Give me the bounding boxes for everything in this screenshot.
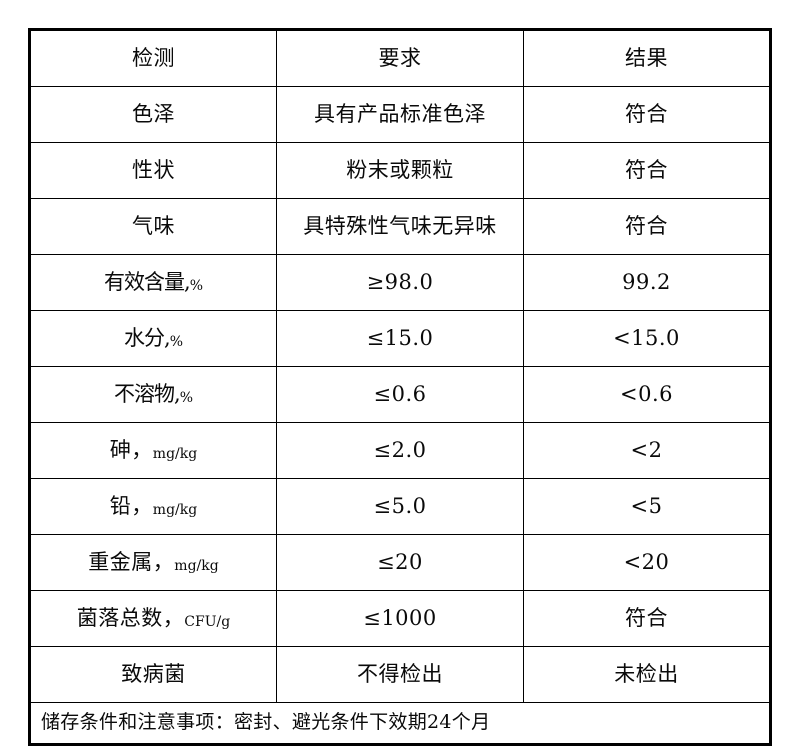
- cell-result: 符合: [523, 198, 771, 255]
- item-unit: CFU/g: [184, 614, 231, 631]
- cell-requirement: ≤0.6: [276, 366, 524, 423]
- cell-item: 水分,%: [29, 310, 277, 367]
- item-label: 性状: [132, 158, 175, 183]
- item-label: 不溶物,: [114, 382, 181, 407]
- item-unit: mg/kg: [152, 502, 198, 519]
- table-row: 性状 粉末或颗粒 符合: [29, 142, 771, 199]
- table-row: 砷，mg/kg ≤2.0 <2: [29, 422, 771, 479]
- header-cell-result: 结果: [523, 29, 771, 87]
- table-row: 水分,% ≤15.0 <15.0: [29, 310, 771, 367]
- cell-result: 符合: [523, 590, 771, 647]
- table-row: 不溶物,% ≤0.6 <0.6: [29, 366, 771, 423]
- cell-requirement: ≤5.0: [276, 478, 524, 535]
- cell-result: 未检出: [523, 646, 771, 703]
- item-label: 水分,: [124, 326, 171, 351]
- specification-table: 检测 要求 结果 色泽 具有产品标准色泽 符合 性状 粉末或颗粒 符合 气味 具…: [28, 28, 772, 746]
- item-unit: %: [179, 390, 193, 407]
- cell-requirement: 具有产品标准色泽: [276, 86, 524, 143]
- item-unit: %: [189, 278, 203, 295]
- cell-item: 重金属，mg/kg: [29, 534, 277, 591]
- table-row: 色泽 具有产品标准色泽 符合: [29, 86, 771, 143]
- cell-item: 砷，mg/kg: [29, 422, 277, 479]
- cell-requirement: 不得检出: [276, 646, 524, 703]
- cell-result: <15.0: [523, 310, 771, 367]
- cell-item: 性状: [29, 142, 277, 199]
- cell-result: 符合: [523, 86, 771, 143]
- table-row: 有效含量,% ≥98.0 99.2: [29, 254, 771, 311]
- item-label: 重金属，: [88, 550, 175, 575]
- cell-item: 不溶物,%: [29, 366, 277, 423]
- item-label: 砷，: [109, 438, 153, 463]
- table-footer-row: 储存条件和注意事项：密封、避光条件下效期24个月: [29, 702, 771, 745]
- cell-result: <0.6: [523, 366, 771, 423]
- item-label: 铅，: [109, 494, 153, 519]
- item-unit: mg/kg: [152, 446, 198, 463]
- item-label: 有效含量,: [104, 270, 191, 295]
- storage-conditions-note: 储存条件和注意事项：密封、避光条件下效期24个月: [29, 702, 771, 745]
- item-label: 气味: [132, 214, 175, 239]
- table-row: 菌落总数，CFU/g ≤1000 符合: [29, 590, 771, 647]
- table-body: 检测 要求 结果 色泽 具有产品标准色泽 符合 性状 粉末或颗粒 符合 气味 具…: [29, 29, 771, 745]
- cell-item: 致病菌: [29, 646, 277, 703]
- item-label: 菌落总数，: [76, 606, 185, 631]
- cell-item: 气味: [29, 198, 277, 255]
- table-row: 气味 具特殊性气味无异味 符合: [29, 198, 771, 255]
- cell-requirement: ≤20: [276, 534, 524, 591]
- cell-requirement: ≤15.0: [276, 310, 524, 367]
- cell-result: 符合: [523, 142, 771, 199]
- cell-item: 有效含量,%: [29, 254, 277, 311]
- item-unit: mg/kg: [174, 558, 219, 575]
- cell-result: <20: [523, 534, 771, 591]
- cell-item: 铅，mg/kg: [29, 478, 277, 535]
- cell-requirement: ≤1000: [276, 590, 524, 647]
- cell-requirement: ≤2.0: [276, 422, 524, 479]
- item-unit: %: [169, 334, 183, 351]
- item-label: 致病菌: [121, 662, 186, 687]
- cell-item: 色泽: [29, 86, 277, 143]
- table-row: 铅，mg/kg ≤5.0 <5: [29, 478, 771, 535]
- table-row: 重金属，mg/kg ≤20 <20: [29, 534, 771, 591]
- table-header-row: 检测 要求 结果: [29, 29, 771, 87]
- item-label: 色泽: [132, 102, 175, 127]
- cell-result: <5: [523, 478, 771, 535]
- cell-result: <2: [523, 422, 771, 479]
- cell-result: 99.2: [523, 254, 771, 311]
- header-cell-requirement: 要求: [276, 29, 524, 87]
- cell-requirement: 粉末或颗粒: [276, 142, 524, 199]
- cell-requirement: ≥98.0: [276, 254, 524, 311]
- cell-item: 菌落总数，CFU/g: [29, 590, 277, 647]
- table-row: 致病菌 不得检出 未检出: [29, 646, 771, 703]
- header-cell-item: 检测: [29, 29, 277, 87]
- cell-requirement: 具特殊性气味无异味: [276, 198, 524, 255]
